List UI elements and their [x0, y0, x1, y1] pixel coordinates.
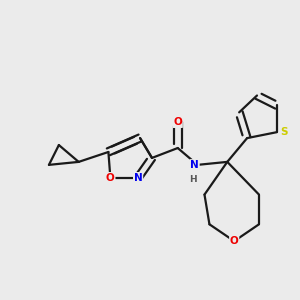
Text: N: N	[134, 173, 142, 183]
Text: S: S	[280, 127, 288, 137]
Text: O: O	[106, 173, 115, 183]
Text: H: H	[189, 175, 196, 184]
Text: N: N	[190, 160, 199, 170]
Text: O: O	[173, 117, 182, 127]
Text: O: O	[230, 236, 239, 246]
